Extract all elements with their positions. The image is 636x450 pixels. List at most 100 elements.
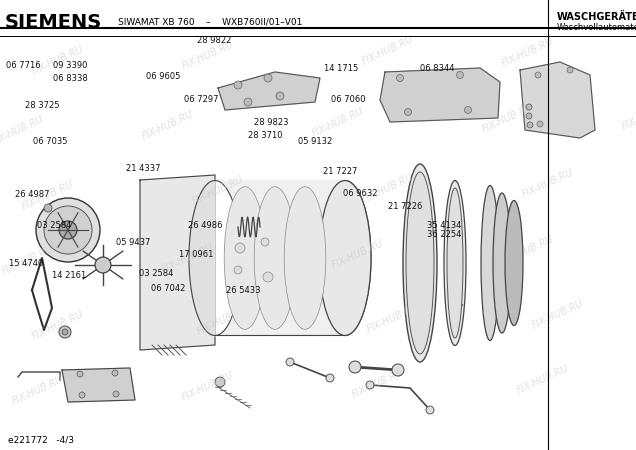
Circle shape (537, 121, 543, 127)
Polygon shape (218, 72, 320, 110)
Polygon shape (520, 62, 595, 138)
Circle shape (59, 326, 71, 338)
Text: 15 4740: 15 4740 (9, 259, 43, 268)
Text: 36 2254: 36 2254 (427, 230, 462, 239)
Text: FIX-HUB.RU: FIX-HUB.RU (195, 304, 250, 336)
Circle shape (526, 113, 532, 119)
Text: 14 2161: 14 2161 (52, 271, 86, 280)
Ellipse shape (493, 193, 511, 333)
Text: FIX-HUB.RU: FIX-HUB.RU (180, 39, 235, 72)
Text: FIX-HUB.RU: FIX-HUB.RU (160, 242, 215, 274)
Circle shape (567, 67, 573, 73)
Text: 28 9822: 28 9822 (197, 36, 232, 45)
Text: 26 5433: 26 5433 (226, 286, 260, 295)
Text: WASCHGERÄTE: WASCHGERÄTE (556, 12, 636, 22)
Text: 26 4986: 26 4986 (188, 221, 222, 230)
Circle shape (234, 266, 242, 274)
Text: 06 9605: 06 9605 (146, 72, 181, 81)
Text: 06 8344: 06 8344 (420, 64, 454, 73)
Circle shape (44, 206, 92, 254)
Circle shape (526, 104, 532, 110)
Text: SIWAMAT XB 760    –    WXB760II/01–V01: SIWAMAT XB 760 – WXB760II/01–V01 (118, 18, 302, 27)
Text: 05 9132: 05 9132 (298, 137, 332, 146)
Text: 06 8338: 06 8338 (53, 74, 88, 83)
Circle shape (392, 364, 404, 376)
Circle shape (286, 358, 294, 366)
Circle shape (426, 406, 434, 414)
Text: 21 4337: 21 4337 (126, 164, 160, 173)
Text: 26 4987: 26 4987 (15, 190, 50, 199)
Text: 35 4134: 35 4134 (427, 221, 462, 230)
Circle shape (276, 92, 284, 100)
Text: 28 3710: 28 3710 (248, 130, 282, 140)
Polygon shape (62, 368, 135, 402)
Ellipse shape (505, 201, 523, 325)
Circle shape (244, 98, 252, 106)
Text: 28 9823: 28 9823 (254, 118, 289, 127)
Ellipse shape (447, 188, 463, 338)
Text: FIX-HUB.RU: FIX-HUB.RU (30, 309, 85, 342)
Circle shape (62, 329, 68, 335)
Text: FIX-HUB.RU: FIX-HUB.RU (190, 174, 245, 207)
Text: 09 3390: 09 3390 (53, 61, 87, 70)
Text: 21 7227: 21 7227 (323, 166, 357, 176)
Text: FIX-HUB.RU: FIX-HUB.RU (360, 34, 415, 66)
Circle shape (95, 257, 111, 273)
Text: e221772   -4/3: e221772 -4/3 (8, 436, 74, 445)
Text: 06 7060: 06 7060 (331, 95, 365, 104)
Circle shape (366, 381, 374, 389)
Text: FIX-HUB.RU: FIX-HUB.RU (180, 369, 235, 402)
Ellipse shape (403, 164, 437, 362)
Ellipse shape (406, 172, 434, 354)
Circle shape (457, 72, 464, 78)
Circle shape (349, 361, 361, 373)
Circle shape (404, 108, 411, 116)
Text: FIX-HUB.RU: FIX-HUB.RU (20, 179, 75, 212)
Text: FIX-HUB.RU: FIX-HUB.RU (330, 238, 385, 270)
Polygon shape (380, 68, 500, 122)
Circle shape (261, 238, 269, 246)
Circle shape (263, 272, 273, 282)
Text: FIX-HUB.RU: FIX-HUB.RU (365, 302, 420, 334)
Text: 17 0961: 17 0961 (179, 250, 214, 259)
Text: 03 2584: 03 2584 (139, 269, 173, 278)
Text: FIX-HUB.RU: FIX-HUB.RU (10, 374, 65, 406)
Circle shape (77, 371, 83, 377)
Text: FIX-HUB.RU: FIX-HUB.RU (530, 297, 585, 330)
Text: FIX-HUB.RU: FIX-HUB.RU (350, 367, 405, 399)
Circle shape (235, 243, 245, 253)
Ellipse shape (225, 187, 266, 329)
Circle shape (264, 74, 272, 82)
Text: FIX-HUB.RU: FIX-HUB.RU (500, 234, 555, 266)
Text: 06 7716: 06 7716 (6, 61, 41, 70)
Text: FIX-HUB.RU: FIX-HUB.RU (0, 243, 55, 276)
Text: FIX-HUB.RU: FIX-HUB.RU (520, 166, 575, 199)
Circle shape (535, 72, 541, 78)
Text: FIX-HUB.RU: FIX-HUB.RU (620, 99, 636, 131)
Text: 21 7226: 21 7226 (388, 202, 422, 211)
Text: 03 2584: 03 2584 (37, 221, 71, 230)
Circle shape (44, 204, 52, 212)
Ellipse shape (319, 180, 371, 336)
Text: Waschvollautomaten: Waschvollautomaten (556, 22, 636, 32)
Text: SIEMENS: SIEMENS (5, 13, 102, 32)
Text: FIX-HUB.RU: FIX-HUB.RU (0, 114, 45, 146)
Text: 06 7297: 06 7297 (184, 95, 219, 104)
Text: FIX-HUB.RU: FIX-HUB.RU (310, 106, 365, 138)
Circle shape (112, 370, 118, 376)
Ellipse shape (284, 187, 326, 329)
Text: FIX-HUB.RU: FIX-HUB.RU (30, 44, 85, 76)
Ellipse shape (444, 180, 466, 346)
Circle shape (234, 81, 242, 89)
Circle shape (79, 392, 85, 398)
Polygon shape (140, 175, 215, 350)
Text: FIX-HUB.RU: FIX-HUB.RU (515, 363, 570, 396)
Circle shape (464, 107, 471, 113)
Text: 14 1715: 14 1715 (324, 64, 359, 73)
Circle shape (326, 374, 334, 382)
Text: FIX-HUB.RU: FIX-HUB.RU (360, 171, 415, 204)
Text: 06 7042: 06 7042 (151, 284, 186, 293)
Circle shape (59, 221, 77, 239)
Ellipse shape (254, 187, 296, 329)
Circle shape (36, 198, 100, 262)
